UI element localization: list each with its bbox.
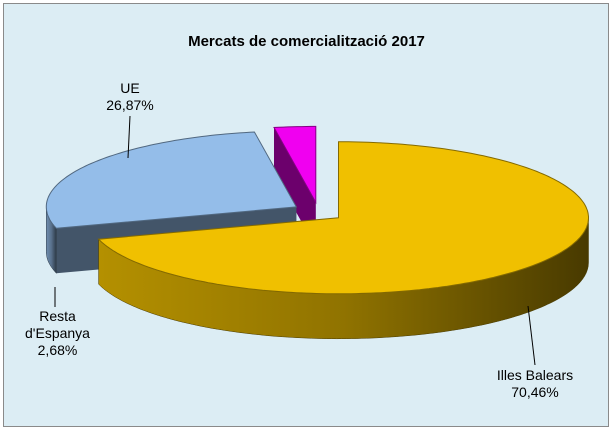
slice	[273, 125, 317, 205]
slice	[45, 131, 298, 229]
leader-line	[127, 115, 131, 159]
leader-line	[527, 305, 536, 366]
value-label: 70,46%	[511, 384, 559, 400]
data-label: Resta d'Espanya 2,68%	[20, 308, 95, 359]
category-label: Illes Balears	[496, 367, 574, 383]
category-label: Resta d'Espanya	[25, 308, 90, 341]
slice	[97, 141, 589, 295]
slice-wall	[274, 127, 316, 248]
category-label: UE	[120, 80, 140, 96]
value-label: 26,87%	[106, 97, 154, 113]
chart-title: Mercats de comercialització 2017	[188, 33, 425, 50]
value-label: 2,68%	[37, 342, 78, 358]
data-label: Illes Balears 70,46%	[480, 367, 590, 401]
data-label: UE 26,87%	[85, 80, 175, 114]
